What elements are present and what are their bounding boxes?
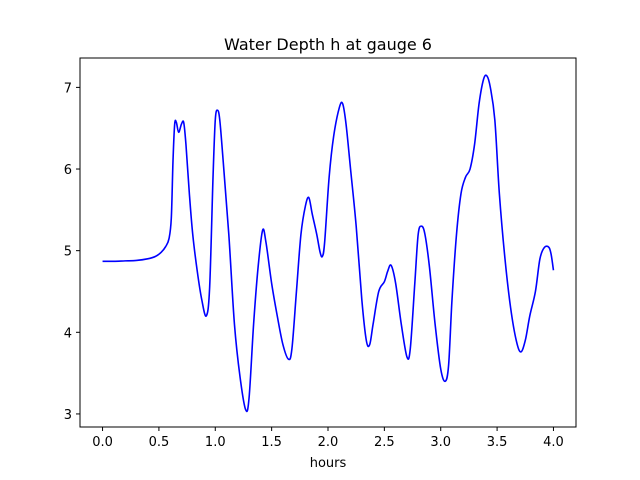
chart-title: Water Depth h at gauge 6 — [224, 35, 432, 54]
x-tick-label: 4.0 — [543, 435, 564, 450]
x-tick-label: 1.5 — [261, 435, 282, 450]
y-tick-label: 6 — [64, 163, 72, 178]
series-layer — [102, 74, 555, 413]
series-line-0 — [102, 74, 555, 413]
x-tick-label: 0.5 — [149, 435, 170, 450]
y-axis: 3 4 5 6 7 — [64, 81, 80, 423]
x-tick-label: 0.0 — [92, 435, 113, 450]
y-tick-label: 5 — [64, 245, 72, 260]
y-tick-label: 3 — [64, 408, 72, 423]
x-tick-label: 3.5 — [487, 435, 508, 450]
plot-frame — [79, 57, 577, 428]
x-axis: 0.0 0.5 1.0 1.5 2.0 2.5 3.0 3.5 4.0 — [92, 427, 564, 450]
x-tick-label: 2.0 — [318, 435, 339, 450]
x-axis-label: hours — [310, 456, 347, 471]
y-tick-label: 4 — [64, 326, 72, 341]
x-tick-label: 1.0 — [205, 435, 226, 450]
y-tick-label: 7 — [64, 81, 72, 96]
x-tick-label: 2.5 — [374, 435, 395, 450]
x-tick-label: 3.0 — [430, 435, 451, 450]
